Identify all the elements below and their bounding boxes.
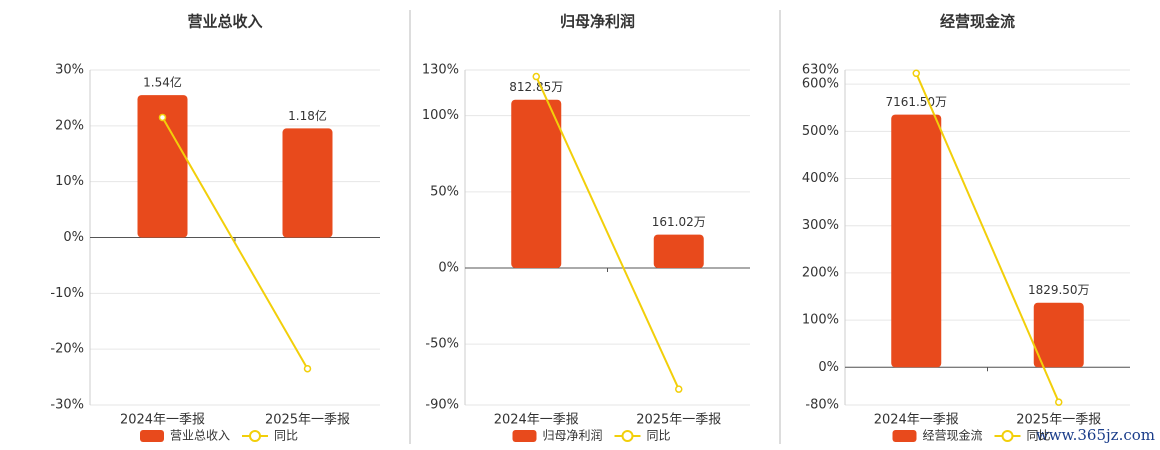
x-tick-label: 2024年一季报 <box>494 413 579 428</box>
x-tick-label: 2025年一季报 <box>265 413 350 428</box>
legend-swatch <box>140 430 164 442</box>
y-tick-label: 200% <box>802 265 839 280</box>
value-label: 1829.50万 <box>1028 283 1090 297</box>
y-tick-label: 500% <box>802 124 839 139</box>
legend-swatch <box>892 430 917 442</box>
legend-marker <box>621 430 634 442</box>
legend-label: 归母净利润 <box>543 429 603 443</box>
y-tick-label: -20% <box>50 342 84 357</box>
y-tick-label: 20% <box>55 118 84 133</box>
y-tick-label: 300% <box>802 218 839 233</box>
bar <box>511 99 562 268</box>
value-label: 161.02万 <box>652 215 706 229</box>
line-point <box>1055 398 1063 406</box>
bar <box>282 128 333 238</box>
x-tick-label: 2025年一季报 <box>636 413 721 428</box>
value-label: 1.18亿 <box>288 108 327 123</box>
bar <box>137 95 188 238</box>
legend-swatch <box>512 430 537 442</box>
y-tick-label: 0% <box>63 230 84 245</box>
line <box>535 76 680 390</box>
bar <box>1033 302 1084 368</box>
legend-label: 同比 <box>1027 429 1051 443</box>
line-point <box>532 72 540 81</box>
legend-label: 同比 <box>647 429 671 443</box>
y-tick-label: 100% <box>422 108 459 123</box>
value-label: 812.85万 <box>509 80 563 94</box>
value-label: 7161.50万 <box>885 95 947 109</box>
value-label: 1.54亿 <box>143 75 182 90</box>
y-tick-label: -10% <box>50 286 84 301</box>
y-tick-label: -80% <box>805 398 839 413</box>
legend-marker <box>249 430 261 442</box>
x-tick-label: 2024年一季报 <box>874 413 959 428</box>
line <box>161 116 309 370</box>
y-tick-label: 400% <box>802 171 839 186</box>
y-tick-label: 0% <box>438 260 459 275</box>
line-point <box>158 113 167 122</box>
y-tick-label: -90% <box>425 398 459 413</box>
line-point <box>303 364 312 373</box>
y-tick-label: -30% <box>50 398 84 413</box>
y-tick-label: 50% <box>430 184 459 199</box>
x-tick-label: 2024年一季报 <box>120 413 205 428</box>
chart-title: 归母净利润 <box>560 13 635 31</box>
legend-marker <box>1001 430 1014 442</box>
y-tick-label: 100% <box>802 313 839 328</box>
legend-label: 经营现金流 <box>923 428 983 443</box>
chart-title: 经营现金流 <box>940 13 1015 31</box>
watermark: www.365jz.com <box>1036 426 1155 444</box>
bar <box>653 234 704 268</box>
y-tick-label: -50% <box>425 337 459 352</box>
y-tick-label: 0% <box>818 360 839 375</box>
y-tick-label: 630% <box>802 63 839 78</box>
chart-title: 营业总收入 <box>187 13 262 31</box>
line <box>915 72 1060 403</box>
legend-label: 同比 <box>274 429 298 443</box>
line-point <box>912 69 920 78</box>
y-tick-label: 10% <box>55 174 84 189</box>
y-tick-label: 600% <box>802 77 839 92</box>
y-tick-label: 130% <box>422 63 459 78</box>
bar <box>891 114 942 368</box>
x-tick-label: 2025年一季报 <box>1016 413 1101 428</box>
legend-label: 营业总收入 <box>170 429 230 443</box>
line-point <box>675 385 683 393</box>
y-tick-label: 30% <box>55 63 84 78</box>
